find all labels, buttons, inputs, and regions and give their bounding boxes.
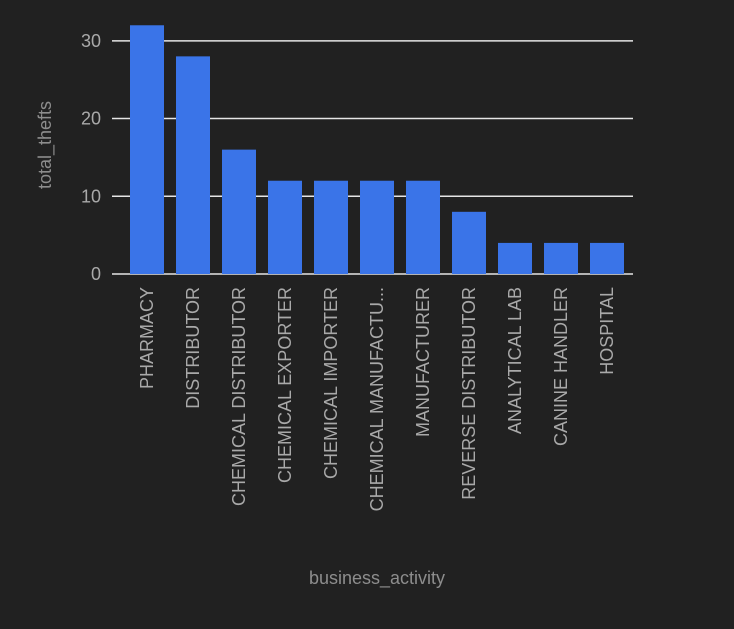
x-tick-label: REVERSE DISTRIBUTOR — [459, 287, 479, 500]
y-tick-label: 10 — [81, 186, 101, 206]
bar-manufacturer[interactable] — [406, 180, 440, 274]
y-tick-labels: 0 10 20 30 — [81, 31, 101, 284]
x-tick-label: CHEMICAL MANUFACTU... — [367, 287, 387, 511]
bar-analytical-lab[interactable] — [498, 242, 532, 274]
x-tick-label: DISTRIBUTOR — [183, 287, 203, 409]
x-tick-label: ANALYTICAL LAB — [505, 287, 525, 434]
x-tick-label: CHEMICAL EXPORTER — [275, 287, 295, 483]
bar-chemical-importer[interactable] — [314, 180, 348, 274]
y-tick-label: 0 — [91, 264, 101, 284]
bar-chemical-exporter[interactable] — [268, 180, 302, 274]
bar-chemical-manufactu[interactable] — [360, 180, 394, 274]
x-axis-title: business_activity — [309, 568, 445, 589]
x-tick-label: CHEMICAL IMPORTER — [321, 287, 341, 479]
bar-reverse-distributor[interactable] — [452, 211, 486, 274]
x-tick-label: MANUFACTURER — [413, 287, 433, 437]
x-tick-label: CANINE HANDLER — [551, 287, 571, 446]
y-tick-label: 30 — [81, 31, 101, 51]
x-tick-label: HOSPITAL — [597, 287, 617, 375]
x-tick-label: PHARMACY — [137, 287, 157, 389]
bar-canine-handler[interactable] — [544, 242, 578, 274]
bar-hospital[interactable] — [590, 242, 624, 274]
bar-chemical-distributor[interactable] — [222, 149, 256, 274]
bar-distributor[interactable] — [176, 56, 210, 275]
x-tick-labels: PHARMACY DISTRIBUTOR CHEMICAL DISTRIBUTOR C… — [137, 287, 617, 511]
y-axis-title: total_thefts — [35, 101, 56, 189]
x-tick-label: CHEMICAL DISTRIBUTOR — [229, 287, 249, 506]
y-tick-label: 20 — [81, 109, 101, 129]
bars — [130, 25, 624, 275]
bar-pharmacy[interactable] — [130, 25, 164, 274]
